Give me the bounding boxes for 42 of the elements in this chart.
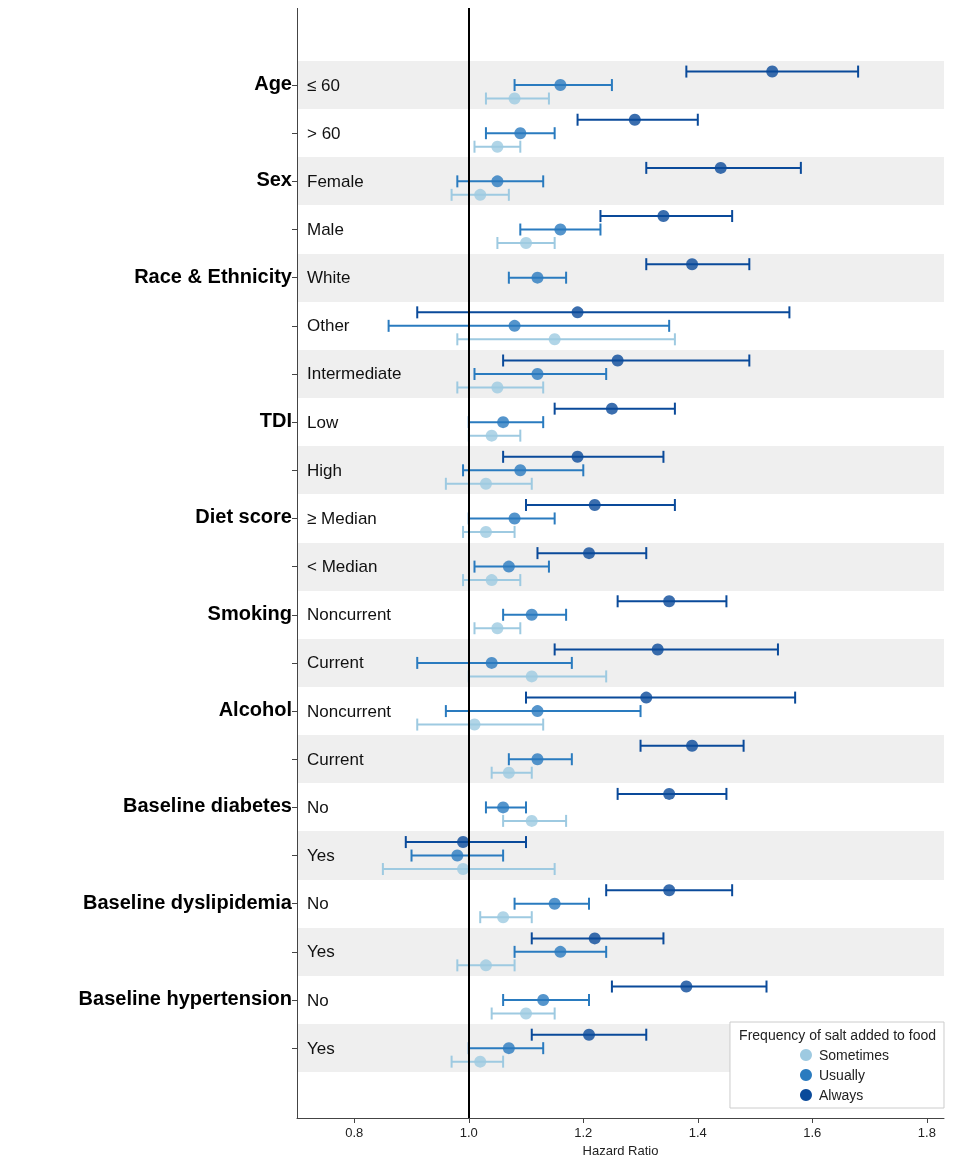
y-tick-label: Current [307, 749, 364, 769]
x-tick-label: 0.8 [345, 1125, 364, 1140]
y-tick-label: < Median [307, 557, 378, 577]
text: Race & Ethnicity [134, 264, 293, 287]
text: Baseline hypertension [78, 987, 292, 1010]
legend-title: Frequency of salt added to food [739, 1026, 937, 1043]
legend-label: Always [818, 1087, 864, 1103]
y-tick-label: ≥ Median [307, 508, 377, 528]
x-tick-label: 1.4 [688, 1125, 707, 1140]
y-tick-label: Other [307, 316, 350, 336]
y-tick-label: No [307, 990, 329, 1010]
x-tick-label: 1.6 [803, 1125, 822, 1140]
x-axis-title: Hazard Ratio [582, 1142, 659, 1158]
y-tick-label: Yes [307, 1038, 335, 1058]
text: Baseline diabetes [123, 794, 292, 817]
text: Alcohol [218, 698, 292, 721]
y-tick-label: Yes [307, 942, 335, 962]
y-tick-label: No [307, 797, 329, 817]
text: Smoking [207, 601, 292, 624]
legend-label: Usually [818, 1067, 865, 1083]
text: TDI [259, 409, 292, 432]
x-tick-label: 1.0 [459, 1125, 478, 1140]
y-tick-label: Noncurrent [307, 605, 392, 625]
y-tick-label: Low [307, 412, 339, 432]
x-tick-label: 1.8 [917, 1125, 936, 1140]
text: Sex [256, 168, 292, 191]
y-tick-label: Current [307, 653, 364, 673]
y-tick-label: Male [307, 220, 344, 240]
y-tick-label: > 60 [307, 123, 341, 143]
y-tick-label: ≤ 60 [307, 75, 340, 95]
y-tick-label: Yes [307, 846, 335, 866]
y-tick-label: Female [307, 171, 364, 191]
y-tick-label: Intermediate [307, 364, 402, 384]
text: Baseline dyslipidemia [83, 890, 293, 913]
text: Diet score [195, 505, 292, 528]
legend-label: Sometimes [818, 1047, 890, 1063]
y-tick-label: Noncurrent [307, 701, 392, 721]
x-tick-label: 1.2 [574, 1125, 593, 1140]
text: Age [254, 72, 292, 95]
y-tick-label: No [307, 894, 329, 914]
y-tick-label: High [307, 460, 342, 480]
y-tick-label: White [307, 268, 351, 288]
